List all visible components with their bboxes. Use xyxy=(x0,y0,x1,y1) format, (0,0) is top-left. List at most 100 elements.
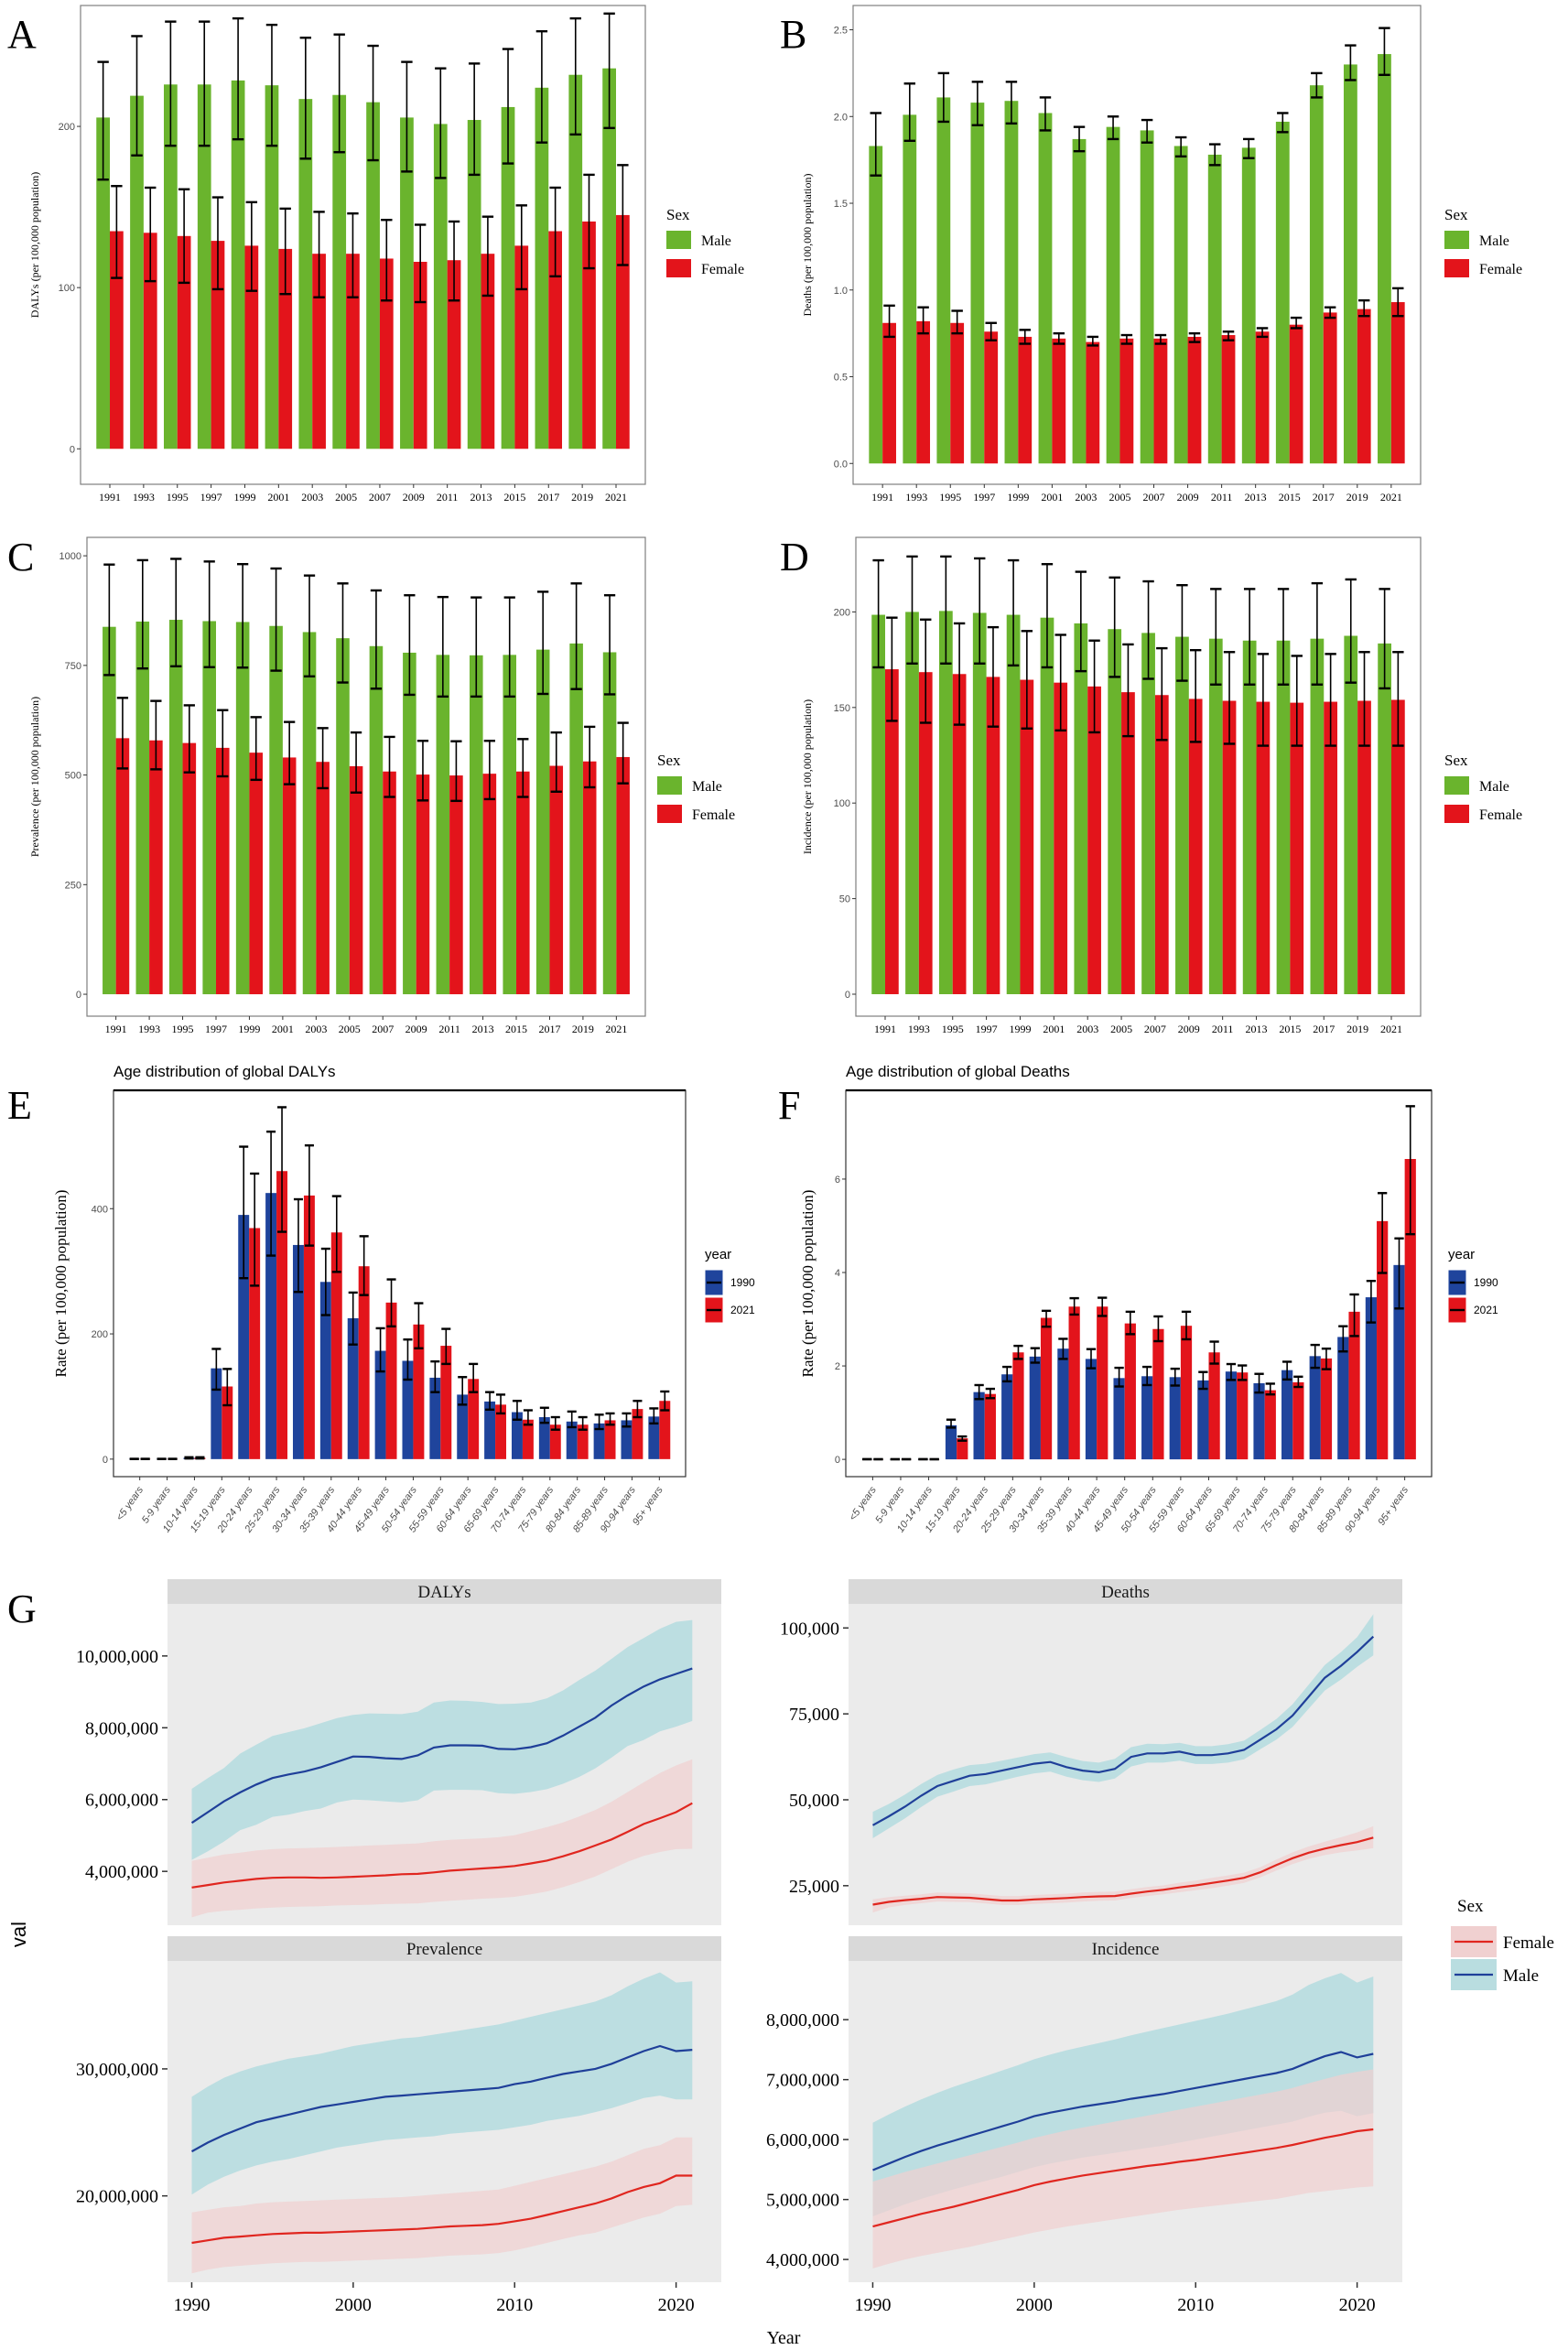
bar-male-2015 xyxy=(501,106,515,449)
panel-label-c: C xyxy=(7,535,34,579)
error-bar xyxy=(549,186,561,278)
bar-2021-60-64-years xyxy=(1208,1352,1220,1460)
bar-male-1997 xyxy=(197,84,211,449)
bar-female-2021 xyxy=(615,214,630,449)
bar-male-2001 xyxy=(1040,617,1054,994)
error-bar xyxy=(537,590,549,696)
bar-male-1999 xyxy=(1004,101,1019,464)
bar-1990-15-19-years xyxy=(945,1424,957,1460)
error-bar xyxy=(1054,634,1066,732)
bar-female-2021 xyxy=(1390,302,1405,464)
legend-key-male xyxy=(666,231,691,249)
bar-male-1991 xyxy=(103,626,116,995)
error-bar xyxy=(1174,135,1187,158)
error-bar xyxy=(1379,588,1390,690)
legend-label: Male xyxy=(1479,779,1509,795)
legend-label: Female xyxy=(692,807,735,823)
error-bar xyxy=(97,60,109,181)
bar-male-2021 xyxy=(602,68,616,449)
error-bar xyxy=(1125,1310,1135,1336)
x-tick-label: 2007 xyxy=(1144,1023,1166,1035)
bar-male-2019 xyxy=(1343,64,1357,464)
bar-male-1993 xyxy=(135,621,150,995)
y-tick-label: 100 xyxy=(59,283,75,294)
bar-female-1995 xyxy=(952,674,967,994)
error-bar xyxy=(1293,1375,1303,1389)
x-tick-label: 2013 xyxy=(1245,491,1267,504)
y-axis-title: Rate (per 100,000 population) xyxy=(52,1190,70,1378)
bar-2021-95-years xyxy=(659,1401,671,1459)
facet-prevalence: Prevalence 20,000,000 30,000,000 1990 2000 20… xyxy=(76,1936,721,2315)
error-bar xyxy=(435,67,447,179)
plot-frame xyxy=(113,1089,687,1478)
bar-2021-25-29-years xyxy=(1012,1352,1024,1460)
bar-male-1993 xyxy=(130,95,144,449)
bar-male-2011 xyxy=(1208,638,1223,994)
error-bar xyxy=(239,1145,249,1280)
bar-female-2011 xyxy=(1221,335,1236,464)
error-bar xyxy=(266,1130,276,1257)
error-bar xyxy=(1223,651,1236,745)
bar-1990-95-years xyxy=(648,1416,660,1459)
error-bar xyxy=(211,196,224,291)
x-tick-label: 1999 xyxy=(233,491,255,504)
facet-dalys: DALYs 4,000,000 6,000,000 8,000,000 10,000,0… xyxy=(76,1579,721,1925)
error-bar xyxy=(469,1362,479,1393)
bar-2021-50-54-years xyxy=(1152,1328,1164,1460)
error-bar xyxy=(245,200,258,292)
error-bar xyxy=(569,16,581,136)
bar-female-2007 xyxy=(1154,695,1169,994)
legend-label: Female xyxy=(1479,807,1522,823)
legend: Sex Male Female xyxy=(1444,206,1522,277)
error-bar xyxy=(150,699,162,771)
y-tick-label: 1000 xyxy=(59,551,81,562)
error-bar xyxy=(270,567,282,672)
bar-male-1995 xyxy=(168,620,183,995)
legend-title: year xyxy=(705,1247,731,1262)
error-bar xyxy=(1181,1310,1192,1341)
bar-male-1997 xyxy=(972,612,987,994)
bar-female-2007 xyxy=(379,258,394,449)
legend: year 1990 2021 xyxy=(1447,1247,1498,1324)
bar-male-1991 xyxy=(871,614,886,994)
error-bar xyxy=(103,563,115,677)
x-tick-label: 2000 xyxy=(335,2295,372,2315)
bar-1990-90-94-years xyxy=(1365,1297,1378,1460)
error-bar xyxy=(957,1435,968,1442)
bar-female-1995 xyxy=(182,742,197,995)
panel-e-chart: Age distribution of global DALYs 0 200 400 R… xyxy=(52,1063,755,1535)
bar-1990-70-74-years xyxy=(1253,1382,1265,1460)
error-bar xyxy=(1107,115,1119,141)
x-tick-label: 2013 xyxy=(470,491,492,504)
error-bar xyxy=(1277,588,1290,686)
line-female xyxy=(872,1836,1374,1906)
x-tick-label: 2013 xyxy=(472,1023,494,1035)
y-tick-label: 400 xyxy=(92,1204,108,1215)
bar-2021-85-89-years xyxy=(1348,1311,1360,1460)
error-bar xyxy=(293,1197,303,1294)
bar-female-2011 xyxy=(447,260,461,449)
bar-female-1999 xyxy=(244,245,259,449)
y-tick-label: 1.0 xyxy=(834,286,848,297)
bar-male-1999 xyxy=(231,80,245,449)
error-bar xyxy=(178,188,190,285)
error-bar xyxy=(1254,1372,1264,1394)
error-bar xyxy=(550,1415,560,1431)
y-tick-label: 2.5 xyxy=(834,26,848,37)
y-tick-label: 25,000 xyxy=(789,1877,839,1897)
error-bar xyxy=(1311,581,1324,686)
error-bar xyxy=(116,697,129,770)
bar-male-1993 xyxy=(903,114,917,464)
y-tick-label: 8,000,000 xyxy=(85,1718,158,1738)
bar-female-2007 xyxy=(1153,338,1168,464)
bar-female-2017 xyxy=(548,231,563,449)
error-bar xyxy=(1226,1362,1237,1381)
error-bar xyxy=(458,1376,468,1406)
x-tick-label: 2007 xyxy=(372,1023,394,1035)
error-bar xyxy=(1345,578,1357,684)
bar-female-2017 xyxy=(1324,701,1338,994)
legend-label: Male xyxy=(1503,1966,1539,1986)
y-axis-title: val xyxy=(7,1922,30,1947)
panel-label-b: B xyxy=(780,12,806,57)
bar-male-1991 xyxy=(869,146,883,464)
